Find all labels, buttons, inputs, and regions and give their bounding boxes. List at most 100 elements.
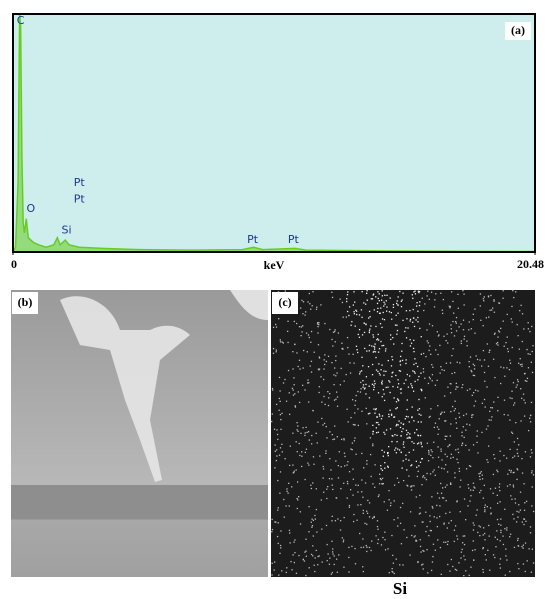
dot — [384, 434, 385, 435]
dot — [295, 469, 296, 470]
dot — [321, 402, 322, 403]
dot — [454, 335, 455, 336]
dot — [358, 425, 359, 426]
dot — [462, 549, 463, 550]
dot — [506, 527, 507, 528]
dot — [296, 323, 297, 324]
dot — [296, 441, 297, 442]
dot — [338, 477, 339, 478]
dot — [412, 387, 413, 388]
dot — [371, 298, 372, 299]
dot — [512, 433, 513, 434]
dot — [384, 532, 385, 533]
dot — [424, 477, 425, 478]
dot — [384, 462, 385, 463]
dot — [507, 474, 508, 475]
dot — [366, 423, 367, 424]
dot — [425, 531, 426, 532]
dot — [527, 378, 528, 379]
dot — [353, 521, 354, 522]
dot — [335, 360, 336, 361]
dot — [482, 403, 483, 404]
dot — [382, 415, 383, 416]
dot — [351, 546, 352, 547]
dot — [405, 418, 406, 419]
dot — [373, 389, 374, 390]
dot — [426, 295, 427, 296]
dot — [394, 573, 395, 574]
dot — [456, 317, 457, 318]
dot — [363, 571, 364, 572]
dot — [455, 389, 456, 390]
dot — [280, 447, 281, 448]
dot — [531, 505, 532, 506]
dot — [440, 293, 441, 294]
dot — [516, 387, 517, 388]
dot — [395, 324, 396, 325]
dot — [287, 342, 288, 343]
dot — [410, 486, 411, 487]
dot — [439, 505, 440, 506]
dot — [369, 350, 370, 351]
dot — [531, 470, 532, 471]
dot — [450, 362, 451, 363]
dot — [421, 484, 422, 485]
dot — [397, 407, 398, 408]
dot — [518, 335, 519, 336]
dot — [304, 314, 305, 315]
dot — [453, 313, 454, 314]
dot — [375, 326, 376, 327]
dot — [445, 454, 446, 455]
dot — [432, 374, 433, 375]
dot — [432, 325, 433, 326]
dot — [428, 451, 429, 452]
dot — [510, 363, 511, 364]
dot — [463, 320, 464, 321]
dot — [515, 291, 516, 292]
dot — [481, 365, 482, 366]
dot — [276, 449, 277, 450]
dot — [473, 444, 474, 445]
dot — [275, 324, 276, 325]
dot — [466, 345, 467, 346]
dot — [499, 486, 500, 487]
dot — [470, 489, 471, 490]
dot — [389, 499, 390, 500]
dot — [305, 311, 306, 312]
dot — [332, 551, 333, 552]
dot — [303, 301, 304, 302]
dot — [464, 559, 465, 560]
dot — [520, 358, 521, 359]
dot — [274, 521, 275, 522]
dot — [439, 372, 440, 373]
dot — [327, 391, 328, 392]
dot — [286, 488, 287, 489]
dot — [385, 549, 386, 550]
dot — [301, 451, 302, 452]
dot — [332, 345, 333, 346]
dot — [312, 305, 313, 306]
dot — [434, 516, 435, 517]
dot — [510, 472, 511, 473]
dot — [365, 482, 366, 483]
dot — [410, 339, 411, 340]
dot — [354, 437, 355, 438]
dot — [332, 548, 333, 549]
dot — [361, 317, 362, 318]
dot — [307, 463, 308, 464]
dot — [463, 294, 464, 295]
dot — [426, 329, 427, 330]
dot — [415, 319, 416, 320]
dot — [411, 417, 412, 418]
dot — [532, 372, 533, 373]
dot — [349, 507, 350, 508]
dot — [413, 291, 414, 292]
dot — [447, 541, 448, 542]
dot — [317, 442, 318, 443]
dot — [391, 535, 392, 536]
dot — [374, 413, 375, 414]
dot — [382, 290, 383, 291]
dot — [341, 348, 342, 349]
dot — [426, 549, 427, 550]
dot — [500, 518, 501, 519]
